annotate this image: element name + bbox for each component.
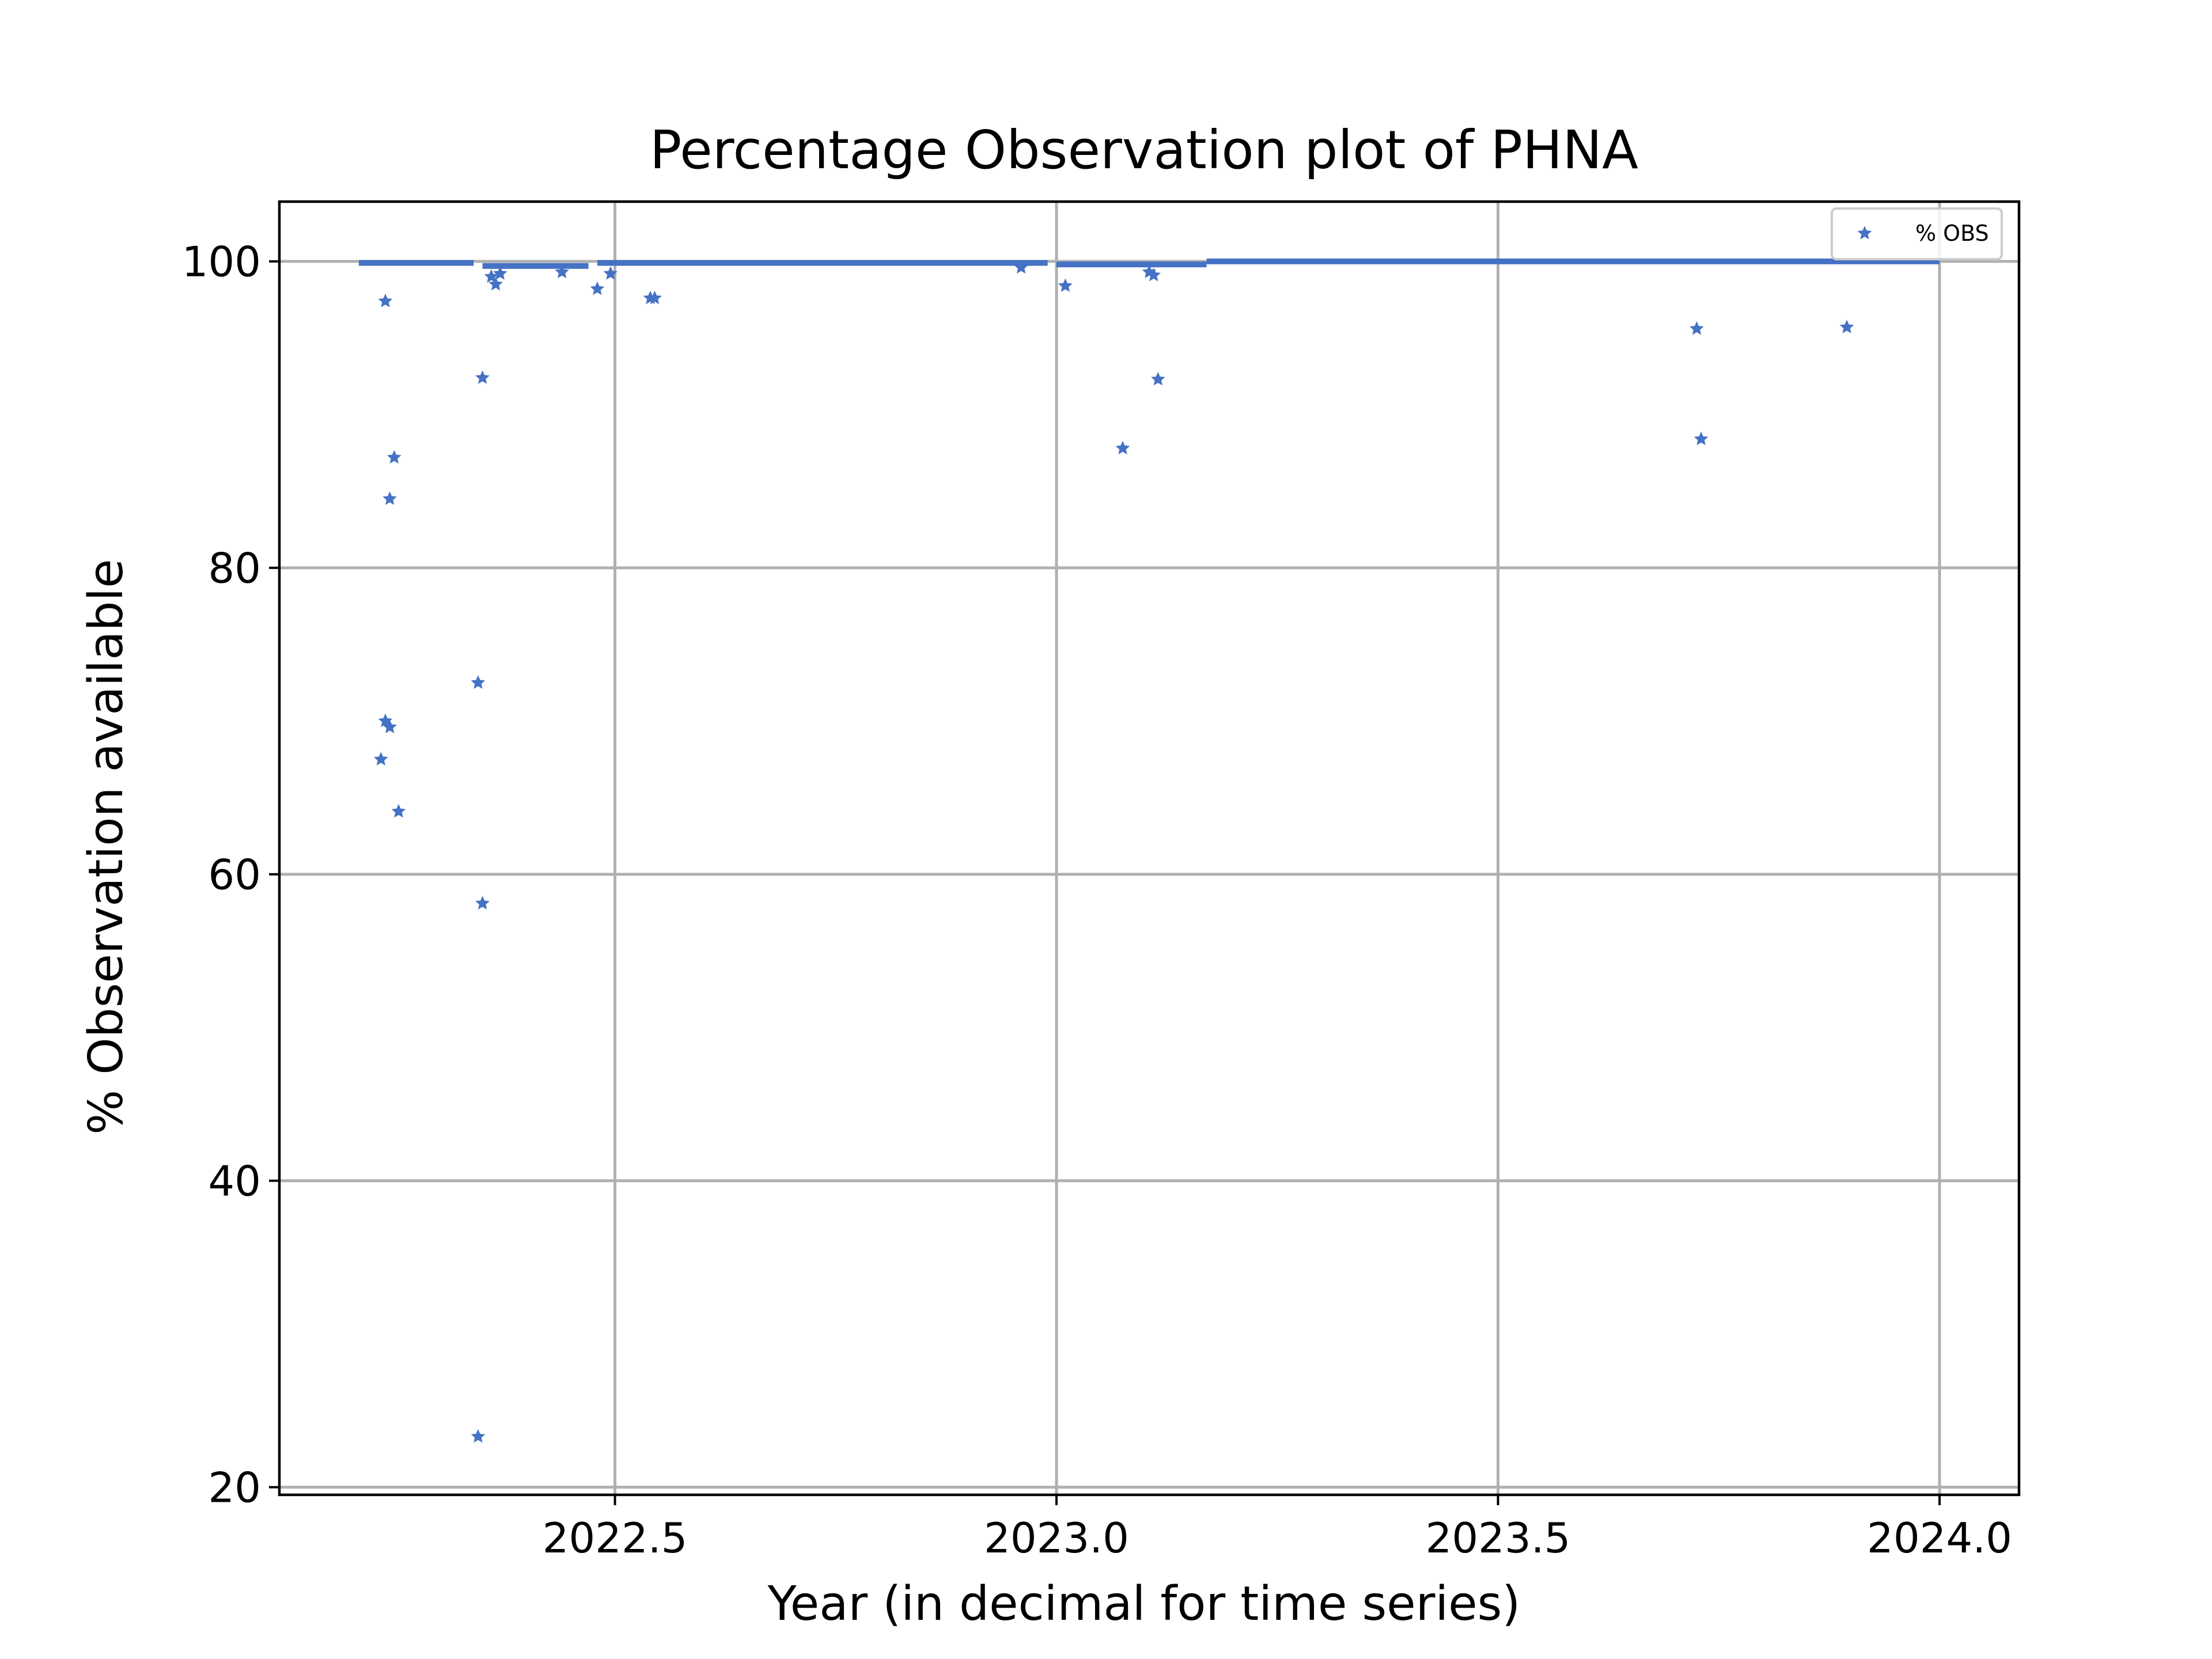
y-tick-label: 80 (208, 544, 261, 593)
data-point (1839, 320, 1854, 334)
data-points (358, 258, 1940, 1443)
data-point (1694, 431, 1709, 445)
data-point (488, 276, 503, 291)
y-tick-label: 60 (208, 851, 261, 899)
legend: % OBS (1831, 207, 2003, 260)
x-axis-label: Year (in decimal for time series) (767, 1577, 1521, 1631)
data-point (590, 281, 605, 296)
dense-point-band (1206, 258, 1940, 264)
x-tick-label: 2023.0 (984, 1514, 1129, 1562)
data-point (471, 675, 486, 689)
dense-point-band (482, 263, 589, 269)
dense-point-band (597, 260, 1048, 266)
grid-lines (279, 202, 2019, 1495)
data-point (1014, 260, 1029, 274)
x-tick-label: 2024.0 (1867, 1514, 2012, 1562)
dense-point-band (358, 260, 474, 266)
legend-label-obs: % OBS (1915, 221, 1989, 246)
data-point (382, 719, 397, 733)
y-tick-label: 40 (208, 1157, 261, 1206)
data-point (647, 290, 662, 305)
data-point (555, 264, 569, 278)
data-point (1151, 372, 1165, 386)
y-axis-label: % Observation available (79, 559, 134, 1135)
data-point (373, 752, 388, 766)
x-tick-label: 2023.5 (1426, 1514, 1571, 1562)
plot-frame (278, 200, 2021, 1497)
data-point (471, 1429, 486, 1443)
data-point (493, 266, 507, 280)
legend-box (1831, 207, 2003, 260)
dense-point-band (1056, 262, 1207, 268)
data-point (475, 370, 490, 384)
data-point (603, 266, 618, 280)
y-tick-label: 20 (208, 1464, 261, 1512)
data-point (1115, 441, 1130, 454)
data-point (382, 491, 397, 505)
data-point (378, 293, 393, 308)
y-tick-label: 100 (182, 238, 261, 286)
legend-marker (1857, 226, 1872, 240)
data-point (1058, 278, 1073, 292)
x-tick-label: 2022.5 (543, 1514, 688, 1562)
chart-title: Percentage Observation plot of PHNA (650, 119, 1638, 181)
axis-ticks: 2022.5 2023.0 2023.5 2024.0 20 40 60 80 100 (182, 238, 2012, 1562)
data-point (1690, 321, 1704, 335)
data-point (475, 896, 490, 910)
data-point (391, 804, 406, 818)
data-point (387, 450, 402, 464)
data-point (1146, 267, 1161, 282)
